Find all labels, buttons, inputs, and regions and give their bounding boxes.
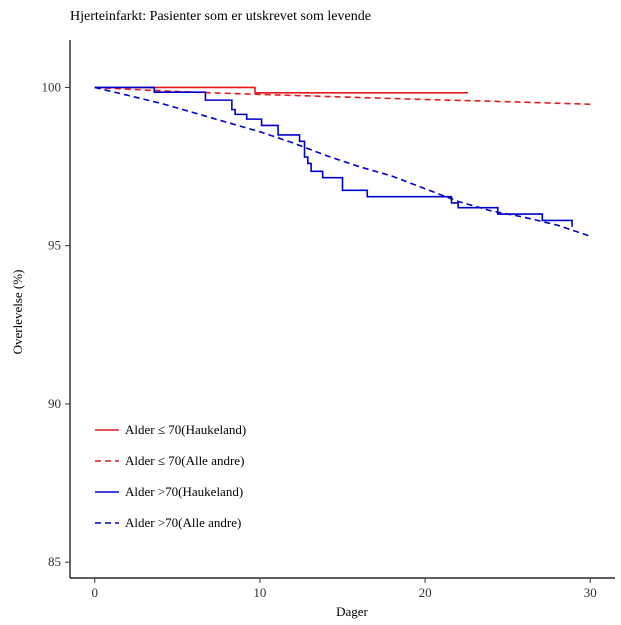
x-tick-label: 10	[253, 585, 266, 600]
x-tick-label: 0	[92, 585, 99, 600]
series-line-4	[94, 86, 591, 237]
legend-label-2: Alder ≤ 70(Alle andre)	[125, 453, 244, 468]
series-line-1	[94, 86, 469, 94]
legend-label-1: Alder ≤ 70(Haukeland)	[125, 422, 246, 437]
y-tick-label: 85	[48, 554, 61, 569]
y-tick-label: 100	[42, 79, 62, 94]
y-tick-label: 90	[48, 396, 61, 411]
x-tick-label: 20	[419, 585, 432, 600]
legend-label-4: Alder >70(Alle andre)	[125, 515, 241, 530]
legend-label-3: Alder >70(Haukeland)	[125, 484, 243, 499]
y-tick-label: 95	[48, 238, 61, 253]
x-tick-label: 30	[584, 585, 597, 600]
series-line-3	[94, 86, 573, 227]
series-line-2	[94, 86, 591, 106]
x-axis-label: Dager	[336, 604, 368, 619]
chart-title: Hjerteinfarkt: Pasienter som er utskreve…	[70, 9, 371, 24]
